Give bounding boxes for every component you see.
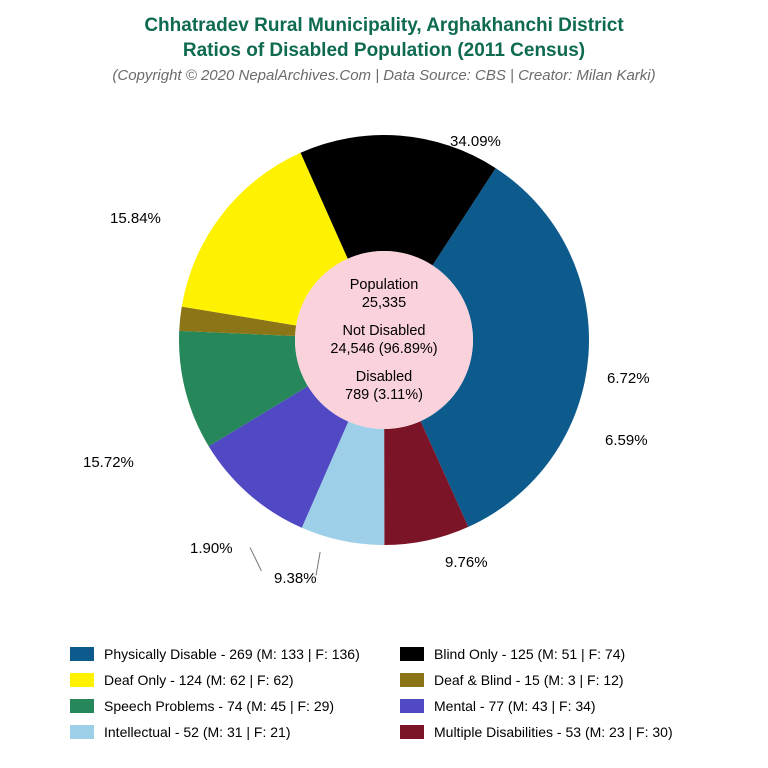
legend-item: Blind Only - 125 (M: 51 | F: 74) xyxy=(400,646,710,662)
legend-swatch xyxy=(400,725,424,739)
legend-label: Speech Problems - 74 (M: 45 | F: 29) xyxy=(104,698,334,714)
subtitle: (Copyright © 2020 NepalArchives.Com | Da… xyxy=(0,67,768,84)
legend-label: Intellectual - 52 (M: 31 | F: 21) xyxy=(104,724,291,740)
legend-swatch xyxy=(70,673,94,687)
legend-swatch xyxy=(70,725,94,739)
legend-swatch xyxy=(400,699,424,713)
legend-label: Physically Disable - 269 (M: 133 | F: 13… xyxy=(104,646,360,662)
legend: Physically Disable - 269 (M: 133 | F: 13… xyxy=(70,646,710,740)
title-line-1: Chhatradev Rural Municipality, Arghakhan… xyxy=(0,14,768,39)
legend-item: Deaf Only - 124 (M: 62 | F: 62) xyxy=(70,672,380,688)
legend-swatch xyxy=(70,647,94,661)
legend-label: Blind Only - 125 (M: 51 | F: 74) xyxy=(434,646,625,662)
legend-item: Mental - 77 (M: 43 | F: 34) xyxy=(400,698,710,714)
pct-label-intellectual: 6.59% xyxy=(605,432,648,449)
center-pop-label: Population xyxy=(350,276,419,294)
donut-center: Population 25,335 Not Disabled 24,546 (9… xyxy=(295,251,473,429)
legend-swatch xyxy=(400,673,424,687)
legend-item: Deaf & Blind - 15 (M: 3 | F: 12) xyxy=(400,672,710,688)
pct-label-deaf-blind: 1.90% xyxy=(190,540,233,557)
center-pop-value: 25,335 xyxy=(350,294,419,312)
center-nd-value: 24,546 (96.89%) xyxy=(330,340,437,358)
pct-label-speech-problems: 9.38% xyxy=(274,570,317,587)
legend-swatch xyxy=(70,699,94,713)
legend-label: Deaf & Blind - 15 (M: 3 | F: 12) xyxy=(434,672,624,688)
legend-item: Speech Problems - 74 (M: 45 | F: 29) xyxy=(70,698,380,714)
pct-label-blind-only: 15.84% xyxy=(110,210,161,227)
legend-item: Physically Disable - 269 (M: 133 | F: 13… xyxy=(70,646,380,662)
legend-label: Deaf Only - 124 (M: 62 | F: 62) xyxy=(104,672,294,688)
pct-label-physically-disable: 34.09% xyxy=(450,133,501,150)
title-block: Chhatradev Rural Municipality, Arghakhan… xyxy=(0,0,768,84)
pct-label-mental: 9.76% xyxy=(445,554,488,571)
pct-label-deaf-only: 15.72% xyxy=(83,454,134,471)
center-d-label: Disabled xyxy=(345,368,423,386)
donut-chart: Population 25,335 Not Disabled 24,546 (9… xyxy=(164,120,604,560)
title-line-2: Ratios of Disabled Population (2011 Cens… xyxy=(0,39,768,64)
legend-label: Multiple Disabilities - 53 (M: 23 | F: 3… xyxy=(434,724,673,740)
center-d-value: 789 (3.11%) xyxy=(345,386,423,404)
legend-swatch xyxy=(400,647,424,661)
pct-label-multiple-disabilities: 6.72% xyxy=(607,370,650,387)
legend-item: Multiple Disabilities - 53 (M: 23 | F: 3… xyxy=(400,724,710,740)
legend-item: Intellectual - 52 (M: 31 | F: 21) xyxy=(70,724,380,740)
center-nd-label: Not Disabled xyxy=(330,322,437,340)
legend-label: Mental - 77 (M: 43 | F: 34) xyxy=(434,698,596,714)
